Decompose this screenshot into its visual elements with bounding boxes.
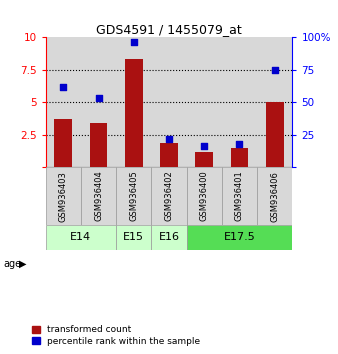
Bar [187, 225, 292, 250]
Bar [116, 37, 151, 167]
Legend: transformed count, percentile rank within the sample: transformed count, percentile rank withi… [31, 325, 200, 346]
Text: E16: E16 [159, 232, 179, 242]
Bar [160, 143, 178, 167]
Point [272, 67, 277, 73]
Bar [125, 59, 143, 167]
Text: GSM936400: GSM936400 [200, 171, 209, 222]
Text: E17.5: E17.5 [224, 232, 256, 242]
Point [96, 96, 101, 101]
Bar [222, 37, 257, 167]
Bar [151, 37, 187, 167]
Bar [231, 148, 248, 167]
Text: E14: E14 [70, 232, 92, 242]
Bar [116, 225, 151, 250]
Bar [81, 37, 116, 167]
Bar [257, 167, 292, 225]
Bar [90, 123, 107, 167]
Text: GSM936403: GSM936403 [59, 171, 68, 222]
Text: ▶: ▶ [19, 259, 26, 269]
Bar [46, 225, 116, 250]
Point [61, 84, 66, 90]
Bar [195, 152, 213, 167]
Bar [116, 167, 151, 225]
Text: age: age [3, 259, 22, 269]
Bar [222, 167, 257, 225]
Text: GSM936404: GSM936404 [94, 171, 103, 222]
Bar [81, 167, 116, 225]
Point [201, 144, 207, 149]
Bar [54, 119, 72, 167]
Bar [187, 167, 222, 225]
Text: GSM936406: GSM936406 [270, 171, 279, 222]
Text: GSM936401: GSM936401 [235, 171, 244, 222]
Bar [257, 37, 292, 167]
Point [131, 40, 137, 45]
Bar [46, 37, 81, 167]
Title: GDS4591 / 1455079_at: GDS4591 / 1455079_at [96, 23, 242, 36]
Bar [151, 225, 187, 250]
Point [237, 141, 242, 147]
Text: GSM936405: GSM936405 [129, 171, 138, 222]
Text: GSM936402: GSM936402 [165, 171, 173, 222]
Text: E15: E15 [123, 232, 144, 242]
Point [166, 136, 172, 142]
Bar [187, 37, 222, 167]
Bar [266, 102, 284, 167]
Bar [46, 167, 81, 225]
Bar [151, 167, 187, 225]
